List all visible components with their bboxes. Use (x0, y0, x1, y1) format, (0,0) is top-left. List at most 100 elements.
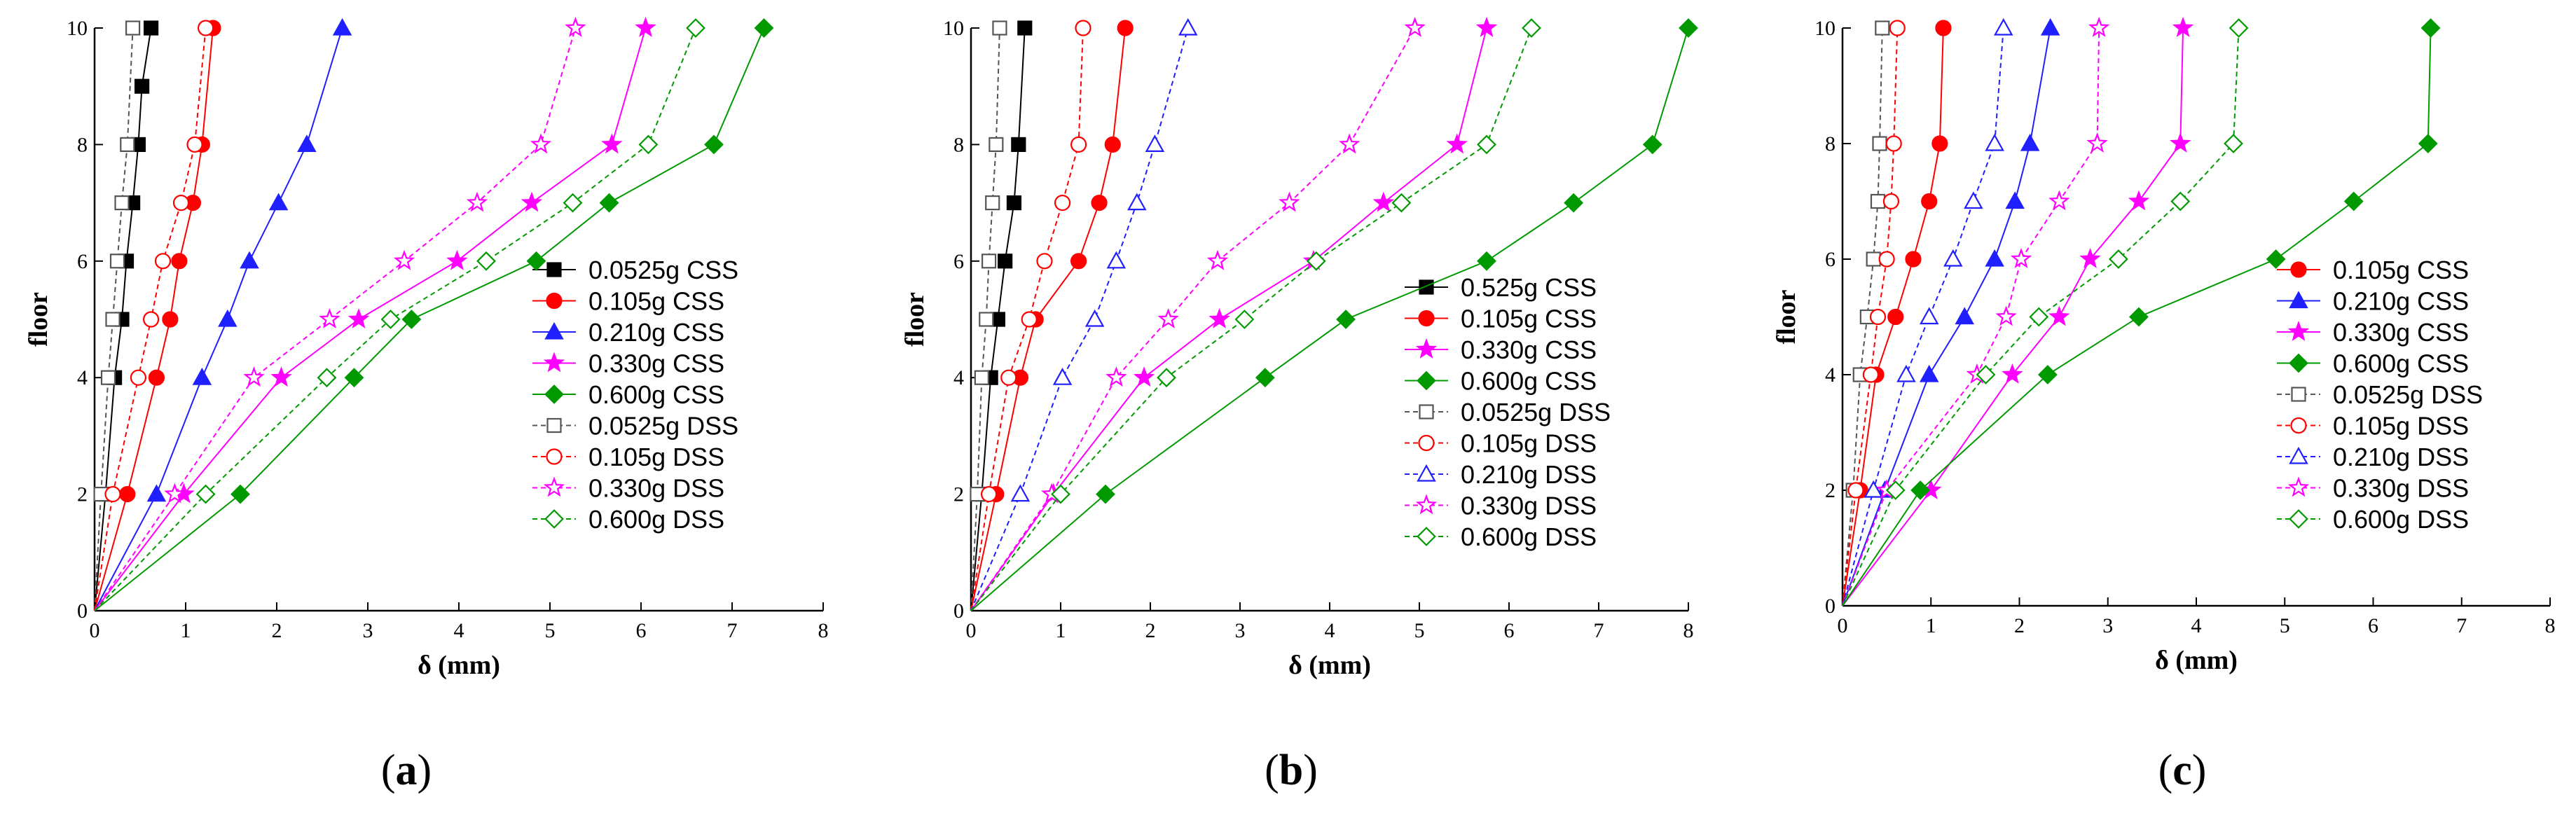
y-axis-label: floor (1772, 289, 1801, 344)
series-0.210g-CSS (94, 18, 352, 611)
y-tick-label: 6 (1825, 248, 1835, 271)
panel-label: (a) (381, 747, 432, 794)
data-point (1885, 480, 1906, 500)
legend-label: 0.0525g DSS (1461, 398, 1611, 427)
legend-label: 0.210g CSS (2333, 287, 2469, 316)
series-0.210g-DSS (1842, 18, 2013, 606)
x-tick-label: 5 (545, 619, 556, 642)
legend-label: 0.105g CSS (588, 287, 724, 316)
data-point (148, 369, 165, 386)
legend-item: 0.600g DSS (2277, 505, 2469, 534)
legend-marker (2287, 321, 2310, 341)
data-point (1133, 366, 1155, 387)
data-point (998, 254, 1013, 269)
series-line (1842, 27, 2051, 606)
series-line (970, 27, 1416, 611)
legend-label: 0.600g CSS (588, 380, 724, 409)
data-point (1052, 368, 1073, 385)
legend-label: 0.105g DSS (1461, 429, 1597, 458)
x-tick-label: 8 (2545, 614, 2556, 637)
data-point (2266, 249, 2286, 269)
data-point (2010, 248, 2032, 268)
data-point (2418, 134, 2438, 153)
series-line (94, 27, 214, 611)
data-point (1404, 17, 1426, 37)
data-point (130, 369, 146, 386)
x-tick-label: 2 (2014, 614, 2025, 637)
legend-label: 0.600g DSS (1461, 522, 1597, 551)
data-point (1889, 20, 1906, 36)
data-point (1157, 368, 1176, 388)
data-point (164, 483, 186, 504)
data-point (2029, 307, 2049, 327)
data-point (243, 366, 265, 387)
data-point (1994, 18, 2013, 36)
data-point (105, 312, 120, 327)
legend-item: 0.600g CSS (532, 380, 724, 409)
data-point (119, 485, 136, 503)
data-point (1964, 191, 1983, 209)
legend-marker (1417, 370, 1436, 391)
data-point (1096, 484, 1115, 504)
data-point (230, 484, 250, 504)
series-line (94, 27, 577, 611)
legend-marker (546, 262, 562, 277)
data-point (599, 193, 619, 213)
series-0.330g-CSS (94, 17, 656, 611)
data-point (104, 485, 121, 503)
data-point (1084, 309, 1105, 327)
series-line (1842, 27, 2100, 606)
data-point (1875, 20, 1890, 36)
data-point (686, 18, 705, 38)
legend-marker (2289, 509, 2308, 529)
data-point (1117, 20, 1134, 36)
x-tick-label: 1 (181, 619, 191, 642)
data-point (218, 309, 237, 327)
series-0.600g-CSS (1842, 18, 2441, 606)
legend-label: 0.600g CSS (1461, 367, 1597, 396)
series-0.600g-CSS (970, 18, 1698, 611)
y-tick-label: 10 (1814, 17, 1835, 40)
data-point (1995, 305, 2017, 326)
data-point (268, 193, 289, 211)
data-point (2088, 17, 2110, 37)
series-0.330g-DSS (94, 17, 586, 611)
data-point (1091, 195, 1108, 212)
legend-item: 0.600g CSS (1405, 367, 1597, 396)
series-line (970, 27, 1487, 611)
data-point (2172, 17, 2194, 37)
data-point (1870, 193, 1886, 209)
x-tick-label: 7 (2456, 614, 2467, 637)
data-point (2079, 248, 2101, 268)
legend-item: 0.105g CSS (2277, 256, 2469, 284)
series-0.600g-CSS (94, 18, 774, 611)
data-point (1336, 310, 1356, 329)
data-point (2002, 363, 2023, 384)
y-tick-label: 6 (77, 250, 88, 273)
data-point (2040, 18, 2060, 36)
data-point (466, 191, 488, 212)
chart-panel-a: 0 1 2 3 4 5 6 7 8 0 2 4 6 8 10 δ (mm) floor 0.0525g CSS 0.… (24, 17, 829, 794)
series-line (94, 27, 343, 611)
x-tick-label: 2 (272, 619, 282, 642)
chart-panel-b: 0 1 2 3 4 5 6 7 8 0 2 4 6 8 10 δ (mm) floor 0.525g CSS 0.1… (900, 17, 1698, 794)
legend-marker (543, 352, 565, 373)
legend-item: 0.330g DSS (2277, 474, 2469, 503)
chart-panel-c: 0 1 2 3 4 5 6 7 8 0 2 4 6 8 10 δ (mm) floor 0.105g CSS 0.2… (1772, 17, 2556, 794)
data-point (162, 311, 179, 328)
data-point (1885, 135, 1902, 152)
data-point (192, 368, 212, 385)
data-point (1896, 364, 1916, 382)
series-0.600g-DSS (94, 18, 705, 611)
data-point (1234, 310, 1255, 329)
data-point (1104, 136, 1121, 153)
data-point (1564, 193, 1584, 213)
legend-label: 0.105g DSS (2333, 412, 2469, 441)
series-line (1842, 27, 1944, 606)
data-point (981, 254, 997, 269)
data-point (2048, 190, 2070, 211)
data-point (144, 20, 159, 36)
data-point (1372, 191, 1394, 212)
legend-marker (1415, 338, 1438, 359)
